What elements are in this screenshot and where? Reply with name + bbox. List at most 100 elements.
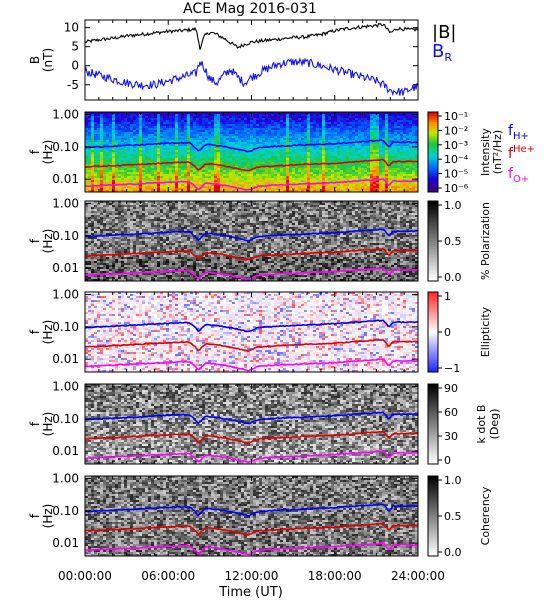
spectrogram-cell [124, 172, 128, 175]
spectrogram-cell [136, 112, 140, 115]
spectrogram-cell [91, 162, 95, 165]
spectrogram-cell [157, 180, 161, 183]
spectrogram-cell [163, 122, 167, 125]
spectrogram-cell [145, 116, 149, 119]
spectrogram-cell [142, 122, 146, 125]
spectrogram-cell [178, 130, 182, 133]
spectrogram-cell [169, 150, 173, 153]
spectrogram-cell [169, 160, 173, 163]
spectrogram-cell [187, 154, 191, 157]
spectrogram-cell [175, 152, 179, 155]
spectrogram-cell [85, 190, 89, 193]
spectrogram-cell [100, 162, 104, 165]
spectrogram-cell [187, 128, 191, 131]
spectrogram-cell [163, 112, 167, 115]
spectrogram-cell [172, 136, 176, 139]
spectrogram-cell [157, 170, 161, 173]
spectrogram-cell [163, 146, 167, 149]
spectrogram-cell [97, 126, 101, 129]
spectrogram-cell [133, 138, 137, 141]
spectrogram-cell [100, 114, 104, 117]
spectrogram-cell [127, 174, 131, 177]
spectrogram-cell [130, 140, 134, 143]
spectrogram-cell [163, 118, 167, 121]
spectrogram-cell [157, 134, 161, 137]
spectrogram-cell [127, 132, 131, 135]
y-tick-label: 0 [71, 59, 79, 73]
spectrogram-cell [91, 186, 95, 189]
spectrogram-cell [175, 154, 179, 157]
spectrogram-cell [85, 162, 89, 165]
spectrogram-cell [85, 142, 89, 145]
spectrogram-cell [94, 126, 98, 129]
spectrogram-cell [100, 136, 104, 139]
spectrogram-cell [160, 164, 164, 167]
spectrogram-cell [136, 116, 140, 119]
spectrogram-cell [169, 148, 173, 151]
spectrogram-cell [184, 184, 188, 187]
spectrogram-cell [139, 120, 143, 123]
spectrogram-cell [160, 176, 164, 179]
spectrogram-cell [166, 190, 170, 193]
spectrogram-cell [142, 112, 146, 115]
spectrogram-cell [115, 112, 119, 115]
spectrogram-cell [181, 124, 185, 127]
spectrogram-cell [103, 180, 107, 183]
colorbar-tick-label: 10⁻⁴ [444, 153, 469, 166]
spectrogram-cell [91, 154, 95, 157]
spectrogram-cell [160, 112, 164, 115]
spectrogram-cell [118, 186, 122, 189]
spectrogram-cell [118, 142, 122, 145]
spectrogram-cell [160, 134, 164, 137]
spectrogram-cell [91, 170, 95, 173]
spectrogram-cell [136, 174, 140, 177]
spectrogram-cell [112, 154, 116, 157]
spectrogram-cell [133, 176, 137, 179]
spectrogram-cell [163, 180, 167, 183]
spectrogram-cell [151, 116, 155, 119]
spectrogram-cell [178, 156, 182, 159]
spectrogram-cell [100, 112, 104, 115]
spectrogram-cell [121, 176, 125, 179]
spectrogram-cell [184, 186, 188, 189]
spectrogram-cell [157, 148, 161, 151]
spectrogram-cell [103, 178, 107, 181]
spectrogram-cell [160, 136, 164, 139]
spectrogram-cell [181, 120, 185, 123]
spectrogram-cell [124, 160, 128, 163]
spectrogram-cell [142, 180, 146, 183]
spectrogram-cell [136, 170, 140, 173]
spectrogram-cell [94, 190, 98, 193]
spectrogram-cell [145, 166, 149, 169]
spectrogram-cell [118, 126, 122, 129]
spectrogram-cell [145, 144, 149, 147]
spectrogram-cell [85, 164, 89, 167]
spectrogram-cell [187, 156, 191, 159]
spectrogram-cell [85, 136, 89, 139]
spectrogram-cell [160, 130, 164, 133]
spectrogram-cell [100, 118, 104, 121]
spectrogram-cell [178, 114, 182, 117]
spectrogram-cell [91, 134, 95, 137]
spectrogram-cell [157, 116, 161, 119]
spectrogram-cell [142, 136, 146, 139]
spectrogram-cell [133, 142, 137, 145]
spectrogram-cell [109, 166, 113, 169]
spectrogram-cell [139, 172, 143, 175]
spectrogram-cell [175, 160, 179, 163]
spectrogram-cell [148, 158, 152, 161]
spectrogram-cell [88, 172, 92, 175]
spectrogram-cell [142, 128, 146, 131]
spectrogram-cell [181, 122, 185, 125]
spectrogram-cell [115, 142, 119, 145]
spectrogram-cell [181, 188, 185, 191]
spectrogram-cell [142, 170, 146, 173]
spectrogram-cell [103, 160, 107, 163]
spectrogram-cell [112, 122, 116, 125]
spectrogram-cell [166, 120, 170, 123]
spectrogram-cell [178, 154, 182, 157]
spectrogram-cell [178, 132, 182, 135]
spectrogram-cell [136, 136, 140, 139]
spectrogram-cell [190, 118, 194, 121]
colorbar-tick-label: 10⁻³ [444, 139, 468, 152]
